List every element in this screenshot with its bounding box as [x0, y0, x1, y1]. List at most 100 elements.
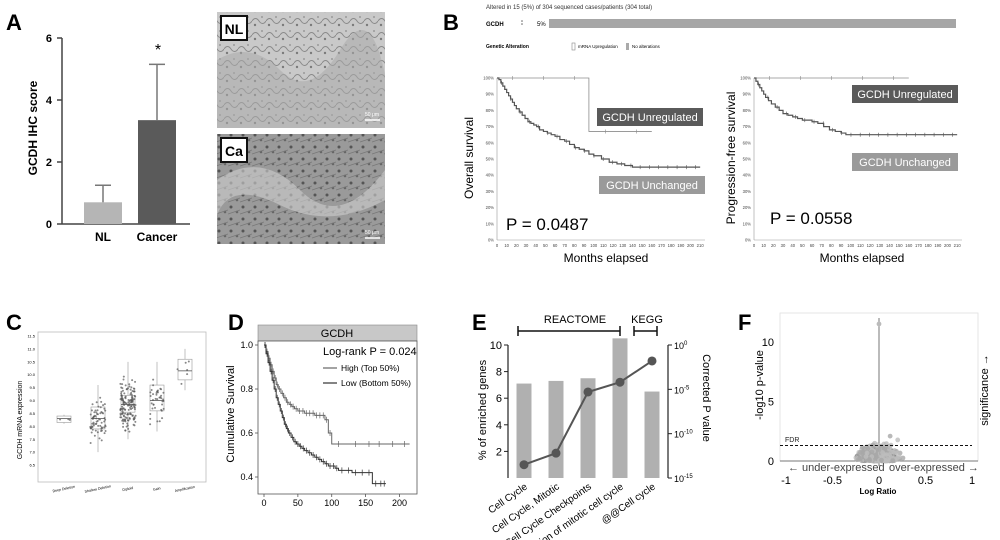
e-pvalue-point [615, 377, 625, 387]
c-point [131, 407, 134, 410]
b-pfs-x-tick-label: 170 [915, 243, 923, 248]
e-tick-exponent: -10 [684, 430, 693, 436]
c-point [128, 404, 131, 407]
c-point [121, 410, 124, 413]
b-pfs-x-tick-label: 60 [810, 243, 815, 248]
b-os-x-tick-label: 140 [629, 243, 637, 248]
f-point [885, 456, 890, 462]
b-os-x-tick-label: 210 [697, 243, 705, 248]
c-point [133, 408, 136, 411]
b-os-unch-label-box [599, 176, 705, 194]
c-point [95, 411, 98, 414]
f-x-tick-label: 0 [876, 475, 882, 487]
b-pfs-x-tick-label: 160 [905, 243, 913, 248]
e-tick-exponent: -15 [684, 474, 693, 480]
b-gene-name: GCDH [486, 22, 504, 28]
d-y-tick-label: 0.4 [240, 472, 253, 482]
c-point [103, 432, 106, 435]
c-point [126, 412, 129, 415]
c-point [103, 420, 106, 423]
c-point [134, 404, 137, 407]
c-point [93, 434, 96, 437]
b-pfs-km-line [754, 77, 958, 136]
e-y-tick-label-left: 2 [496, 446, 502, 458]
f-point [876, 447, 882, 452]
b-pfs-unch-label-box [852, 153, 958, 171]
c-x-tick-label: Gain [153, 486, 161, 491]
f-over-label: over-expressed → [889, 462, 979, 474]
b-os-x-tick-label: 20 [514, 243, 519, 248]
c-point [94, 429, 97, 432]
panel-letter-b: B [443, 10, 459, 35]
c-y-tick-label: 7.5 [29, 437, 35, 442]
panel-letter-d: D [228, 310, 244, 335]
e-y-tick-label-right: 10-5 [674, 385, 690, 395]
nl-image-label: NL [225, 21, 244, 37]
c-point [95, 417, 98, 420]
b-pfs-y-tick-label: 90% [743, 92, 752, 97]
b-pfs-x-tick-label: 140 [886, 243, 894, 248]
e-bar [644, 391, 660, 478]
c-point [132, 423, 135, 426]
a-y-tick-label: 2 [46, 157, 52, 169]
c-point [134, 380, 137, 383]
c-point [155, 393, 158, 396]
c-point [125, 402, 128, 405]
nl-epithelium-shape [217, 30, 385, 128]
f-x-tick-label: 0.5 [918, 475, 933, 487]
nl-scale-label: 50 μm [365, 112, 379, 118]
b-legend-none: No alterations [632, 44, 661, 49]
c-point [154, 397, 157, 400]
b-os-x-tick-label: 0 [496, 243, 499, 248]
c-point [104, 429, 107, 432]
c-point [149, 394, 152, 397]
c-point [122, 375, 125, 378]
c-y-tick-label: 8.0 [29, 424, 35, 429]
c-point [121, 405, 124, 408]
f-point [869, 449, 875, 455]
c-point [91, 428, 94, 431]
c-point [128, 430, 131, 433]
f-point [894, 450, 900, 456]
c-point [133, 394, 136, 397]
e-pvalue-point [647, 356, 657, 366]
b-pfs-y-tick-label: 100% [740, 76, 751, 81]
d-y-tick-label: 1.0 [240, 340, 253, 350]
e-bar [580, 378, 596, 478]
e-pvalue-point [519, 460, 529, 470]
f-x-tick-label: -1 [781, 475, 791, 487]
f-point [884, 452, 889, 458]
b-pfs-y-tick-label: 60% [743, 140, 752, 145]
c-point [155, 392, 158, 395]
c-point [120, 416, 123, 419]
f-x-tick-label: 1 [969, 475, 975, 487]
c-point [122, 419, 125, 422]
b-os-x-tick-label: 90 [582, 243, 587, 248]
nl-image-label-box [220, 15, 248, 41]
f-under-label: ← under-expressed [788, 462, 885, 474]
b-legend-up: mRNA Upregulation [578, 44, 618, 49]
b-pfs-x-tick-label: 40 [790, 243, 795, 248]
b-os-unch-label: GCDH Unchanged [606, 180, 698, 192]
c-point [96, 431, 99, 434]
b-pfs-y-tick-label: 40% [743, 173, 752, 178]
c-point [131, 403, 134, 406]
ca-image-label-box [220, 137, 248, 163]
c-point [103, 403, 106, 406]
c-point [122, 425, 125, 428]
c-point [126, 422, 129, 425]
b-pfs-x-tick-label: 110 [857, 243, 864, 248]
f-point [870, 443, 876, 449]
e-group-kegg: KEGG [631, 314, 663, 326]
b-pfs-x-tick-label: 80 [829, 243, 834, 248]
c-point [127, 427, 130, 430]
c-point [134, 414, 137, 417]
d-plot: 0.4 0.6 0.8 1.0 0 50 100 150 200 [240, 340, 410, 508]
c-point [176, 368, 179, 371]
c-point [89, 413, 92, 416]
c-point [59, 418, 62, 421]
b-os-x-tick-label: 100 [590, 243, 598, 248]
f-point [887, 444, 893, 449]
d-x-tick-label: 50 [293, 498, 303, 508]
panel-d: D GCDH Cumulative Survival Log-rank P = … [225, 310, 418, 508]
